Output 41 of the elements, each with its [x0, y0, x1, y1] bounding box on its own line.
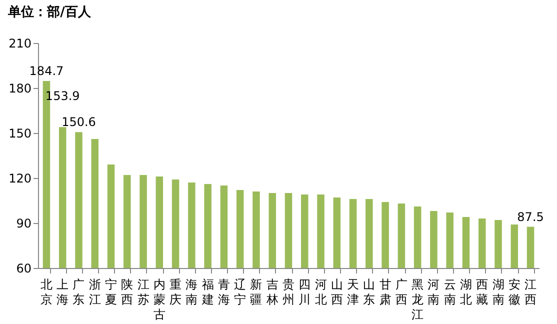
x-tick-label: 山西 — [330, 278, 343, 306]
x-tick-label: 安徽 — [508, 278, 520, 306]
x-tick-label: 湖南 — [492, 278, 504, 306]
x-tick-label: 吉林 — [265, 278, 278, 306]
x-tick-label: 甘肃 — [379, 278, 392, 306]
x-tick-label: 青海 — [218, 278, 230, 306]
x-tick-label: 四川 — [298, 278, 311, 306]
x-tick-label: 江西 — [524, 278, 537, 306]
x-tick-label: 山东 — [363, 278, 376, 306]
x-tick-label: 广西 — [395, 278, 408, 306]
x-tick-label: 重庆 — [170, 278, 182, 306]
x-tick-label: 广东 — [72, 278, 85, 306]
data-label: 184.7 — [29, 64, 64, 78]
data-label: 87.5 — [517, 210, 544, 224]
y-tick-label: 120 — [8, 172, 32, 186]
x-tick-label: 贵州 — [282, 278, 294, 306]
x-tick-label: 宁夏 — [105, 278, 118, 306]
x-tick-label: 河北 — [314, 278, 327, 306]
x-tick-label: 河南 — [428, 278, 440, 306]
x-tick-label: 陕西 — [121, 278, 134, 306]
data-label: 150.6 — [62, 115, 96, 130]
x-tick-label: 黑龙江 — [412, 278, 424, 322]
y-tick-label: 180 — [8, 82, 32, 96]
y-tick-label: 90 — [16, 216, 32, 230]
x-tick-label: 湖北 — [460, 278, 472, 306]
x-tick-label: 云南 — [444, 278, 456, 306]
x-tick-label: 浙江 — [88, 278, 101, 306]
x-tick-label: 天津 — [347, 278, 360, 306]
x-tick-label: 内蒙古 — [153, 278, 166, 322]
x-tick-label: 海南 — [186, 278, 198, 306]
y-tick-label: 60 — [16, 262, 32, 276]
x-tick-label: 江苏 — [137, 278, 150, 306]
x-tick-label: 辽宁 — [234, 278, 246, 306]
x-tick-label: 北京 — [40, 278, 52, 306]
x-tick-label: 新疆 — [250, 278, 262, 306]
chart-title: 单位：部/百人 — [7, 4, 92, 20]
y-tick-label: 150 — [8, 126, 32, 140]
x-tick-label: 西藏 — [476, 278, 488, 306]
x-tick-label: 上海 — [56, 278, 69, 306]
y-tick-label: 210 — [8, 36, 32, 50]
x-tick-label: 福建 — [200, 278, 214, 306]
